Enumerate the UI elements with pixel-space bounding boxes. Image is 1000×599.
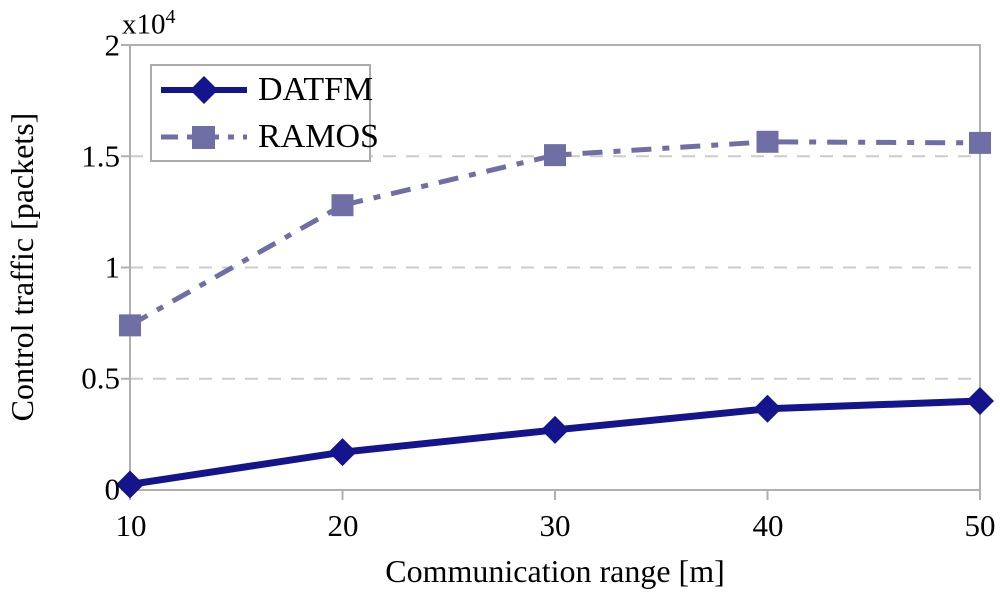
y-tick-label: 1.5	[81, 138, 120, 174]
y-tick-label: 1	[104, 249, 121, 285]
ramos-line-sample-icon	[161, 125, 247, 149]
data-point-datfm	[541, 415, 569, 444]
y-tick-label: 0	[104, 471, 121, 507]
data-point-ramos	[544, 144, 566, 167]
x-tick-label: 20	[327, 508, 359, 543]
legend-entry-datfm: DATFM	[152, 67, 373, 113]
legend-entry-ramos: RAMOS	[152, 114, 379, 160]
x-axis-title: Communication range [m]	[385, 553, 725, 589]
data-point-ramos	[969, 131, 991, 154]
data-point-ramos	[119, 314, 141, 337]
data-point-datfm	[116, 470, 144, 499]
y-axis-multiplier: x104	[122, 1, 176, 41]
data-point-ramos	[331, 194, 354, 217]
y-tick-label: 0.5	[81, 360, 120, 396]
data-point-datfm	[328, 438, 357, 467]
series-line-ramos	[128, 139, 981, 328]
legend-label-datfm: DATFM	[258, 70, 374, 108]
data-point-datfm	[966, 387, 994, 415]
y-axis-multiplier-base: x10	[122, 8, 166, 41]
datfm-line-sample-icon	[161, 75, 247, 104]
data-point-ramos	[756, 130, 779, 153]
legend-label-ramos: RAMOS	[258, 117, 379, 155]
x-tick-label: 10	[115, 508, 147, 543]
data-point-datfm	[753, 394, 782, 423]
legend: DATFM RAMOS	[150, 64, 379, 162]
y-tick-label: 2	[104, 27, 121, 63]
x-tick-label: 30	[539, 508, 571, 543]
y-axis-multiplier-exponent: 4	[165, 6, 176, 28]
x-tick-label: 50	[964, 508, 996, 543]
y-axis-title: Control traffic [packets]	[4, 112, 40, 422]
x-tick-label: 40	[752, 508, 784, 543]
